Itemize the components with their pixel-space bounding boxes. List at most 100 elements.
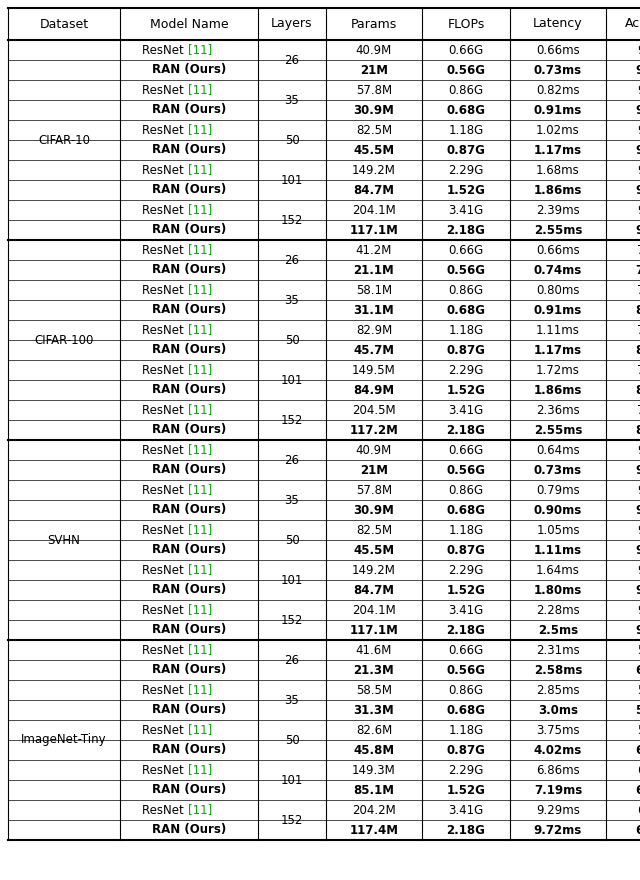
- Text: [11]: [11]: [188, 363, 212, 377]
- Text: [11]: [11]: [188, 604, 212, 617]
- Text: [11]: [11]: [188, 764, 212, 776]
- Text: [11]: [11]: [188, 324, 212, 336]
- Text: 3.41G: 3.41G: [449, 803, 484, 817]
- Text: 204.2M: 204.2M: [352, 803, 396, 817]
- Text: 101: 101: [281, 373, 303, 386]
- Text: Accuracy: Accuracy: [625, 18, 640, 31]
- Text: 2.29G: 2.29G: [448, 164, 484, 177]
- Text: 57.8M: 57.8M: [356, 84, 392, 97]
- Text: 0.66G: 0.66G: [449, 444, 484, 457]
- Text: 50: 50: [285, 134, 300, 146]
- Text: 2.36ms: 2.36ms: [536, 404, 580, 416]
- Text: 1.86ms: 1.86ms: [534, 184, 582, 196]
- Text: 80.84: 80.84: [636, 343, 640, 356]
- Text: 35: 35: [285, 494, 300, 507]
- Text: 149.3M: 149.3M: [352, 764, 396, 776]
- Text: 97.50: 97.50: [636, 503, 640, 517]
- Text: RAN (Ours): RAN (Ours): [152, 464, 226, 476]
- Text: 117.1M: 117.1M: [349, 224, 399, 237]
- Text: 35: 35: [285, 93, 300, 106]
- Text: 0.68G: 0.68G: [447, 304, 486, 317]
- Text: RAN (Ours): RAN (Ours): [152, 384, 226, 397]
- Text: 35: 35: [285, 294, 300, 306]
- Text: RAN (Ours): RAN (Ours): [152, 744, 226, 757]
- Text: 2.18G: 2.18G: [447, 624, 485, 636]
- Text: 0.66G: 0.66G: [449, 43, 484, 56]
- Text: ResNet: ResNet: [143, 483, 188, 496]
- Text: 204.1M: 204.1M: [352, 604, 396, 617]
- Text: 40.9M: 40.9M: [356, 43, 392, 56]
- Text: 78.21: 78.21: [637, 244, 640, 256]
- Text: 84.9M: 84.9M: [353, 384, 395, 397]
- Text: 0.82ms: 0.82ms: [536, 84, 580, 97]
- Text: 26: 26: [285, 54, 300, 67]
- Text: RAN (Ours): RAN (Ours): [152, 63, 226, 77]
- Text: 0.86G: 0.86G: [449, 283, 484, 297]
- Text: 1.52G: 1.52G: [447, 583, 485, 597]
- Text: [11]: [11]: [188, 244, 212, 256]
- Text: 0.86G: 0.86G: [449, 483, 484, 496]
- Text: 1.17ms: 1.17ms: [534, 143, 582, 157]
- Text: 78.95: 78.95: [637, 324, 640, 336]
- Text: 204.5M: 204.5M: [352, 404, 396, 416]
- Text: ResNet: ResNet: [143, 643, 188, 656]
- Text: 95.76: 95.76: [637, 524, 640, 537]
- Text: Params: Params: [351, 18, 397, 31]
- Text: 62.28: 62.28: [636, 664, 640, 677]
- Text: 35: 35: [285, 693, 300, 707]
- Text: ImageNet-Tiny: ImageNet-Tiny: [21, 734, 107, 746]
- Text: ResNet: ResNet: [143, 283, 188, 297]
- Text: [11]: [11]: [188, 283, 212, 297]
- Text: 0.87G: 0.87G: [447, 343, 485, 356]
- Text: 21.3M: 21.3M: [354, 664, 394, 677]
- Text: 82.5M: 82.5M: [356, 123, 392, 136]
- Text: 30.9M: 30.9M: [353, 503, 394, 517]
- Text: RAN (Ours): RAN (Ours): [152, 783, 226, 796]
- Text: 2.28ms: 2.28ms: [536, 604, 580, 617]
- Text: 1.52G: 1.52G: [447, 384, 485, 397]
- Text: 0.90ms: 0.90ms: [534, 503, 582, 517]
- Text: 0.80ms: 0.80ms: [536, 283, 580, 297]
- Text: 3.41G: 3.41G: [449, 404, 484, 416]
- Text: [11]: [11]: [188, 643, 212, 656]
- Text: 97.38: 97.38: [636, 624, 640, 636]
- Text: 2.31ms: 2.31ms: [536, 643, 580, 656]
- Text: 1.05ms: 1.05ms: [536, 524, 580, 537]
- Text: 152: 152: [281, 214, 303, 226]
- Text: 96.08: 96.08: [636, 63, 640, 77]
- Text: 2.29G: 2.29G: [448, 363, 484, 377]
- Text: 149.5M: 149.5M: [352, 363, 396, 377]
- Text: 1.11ms: 1.11ms: [536, 324, 580, 336]
- Text: RAN (Ours): RAN (Ours): [152, 343, 226, 356]
- Text: ResNet: ResNet: [143, 164, 188, 177]
- Text: RAN (Ours): RAN (Ours): [152, 304, 226, 317]
- Text: 0.73ms: 0.73ms: [534, 63, 582, 77]
- Text: [11]: [11]: [188, 803, 212, 817]
- Text: CIFAR-100: CIFAR-100: [35, 334, 93, 347]
- Text: 62.40: 62.40: [636, 744, 640, 757]
- Text: 1.52G: 1.52G: [447, 783, 485, 796]
- Text: 2.18G: 2.18G: [447, 423, 485, 436]
- Text: ResNet: ResNet: [143, 203, 188, 216]
- Text: 0.87G: 0.87G: [447, 544, 485, 556]
- Text: 2.29G: 2.29G: [448, 764, 484, 776]
- Text: ResNet: ResNet: [143, 524, 188, 537]
- Text: 59.31: 59.31: [636, 703, 640, 716]
- Text: ResNet: ResNet: [143, 803, 188, 817]
- Text: 79.85: 79.85: [637, 404, 640, 416]
- Text: ResNet: ResNet: [143, 563, 188, 576]
- Text: 95.08: 95.08: [637, 123, 640, 136]
- Text: 117.4M: 117.4M: [349, 824, 399, 837]
- Text: 9.29ms: 9.29ms: [536, 803, 580, 817]
- Text: 117.1M: 117.1M: [349, 624, 399, 636]
- Text: 97.29: 97.29: [636, 583, 640, 597]
- Text: RAN (Ours): RAN (Ours): [152, 184, 226, 196]
- Text: 0.56G: 0.56G: [447, 263, 486, 276]
- Text: ResNet: ResNet: [143, 764, 188, 776]
- Text: 95.36: 95.36: [637, 203, 640, 216]
- Text: 80.94: 80.94: [636, 423, 640, 436]
- Text: 149.2M: 149.2M: [352, 563, 396, 576]
- Text: 57.80: 57.80: [637, 684, 640, 696]
- Text: 0.64ms: 0.64ms: [536, 444, 580, 457]
- Text: 45.5M: 45.5M: [353, 143, 395, 157]
